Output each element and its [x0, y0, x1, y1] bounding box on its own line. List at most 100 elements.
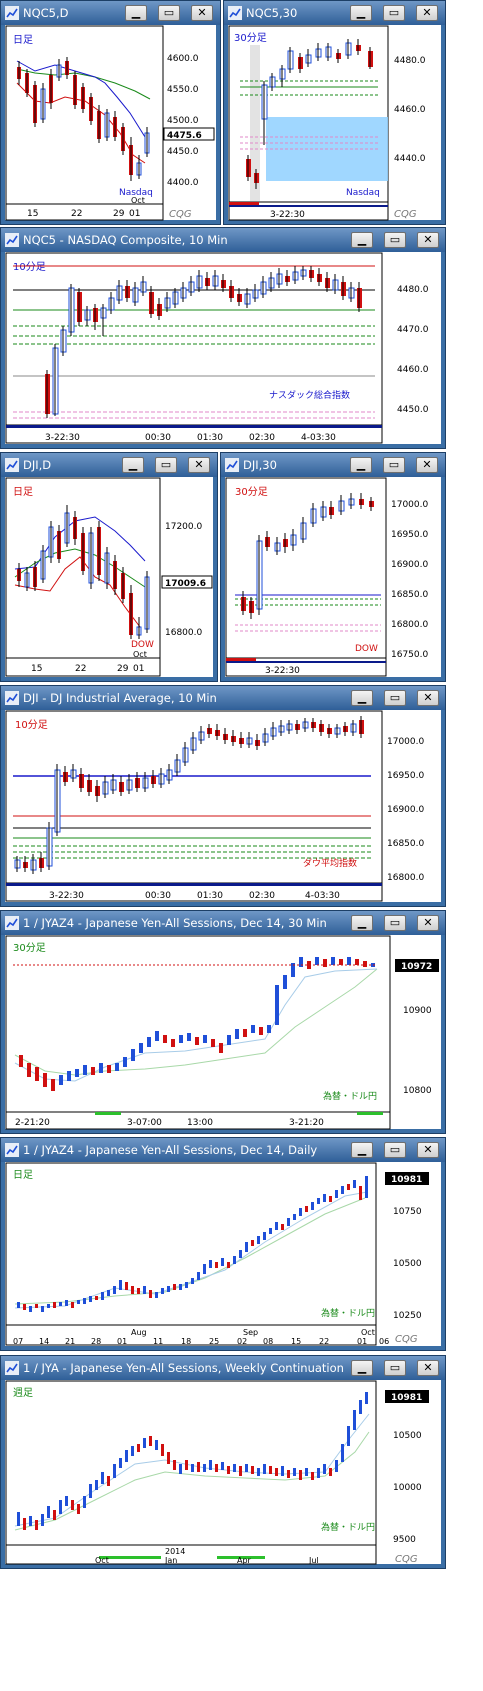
close-button[interactable]: ✕ — [417, 232, 439, 248]
price-chart[interactable]: 10分足 — [5, 252, 443, 446]
restore-button[interactable]: ▭ — [384, 1360, 406, 1376]
minimize-button[interactable]: ▁ — [122, 457, 144, 473]
restore-button[interactable]: ▭ — [384, 915, 406, 931]
price-chart[interactable]: 週足 — [5, 1380, 443, 1566]
close-button[interactable]: ✕ — [417, 1360, 439, 1376]
price-chart[interactable]: 30分足 — [5, 935, 443, 1131]
candles — [17, 1176, 368, 1312]
minimize-button[interactable]: ▁ — [351, 232, 373, 248]
minimize-button[interactable]: ▁ — [351, 915, 373, 931]
time-tick: 15 — [27, 209, 38, 219]
time-tick: 08 — [263, 1337, 273, 1346]
price-chart[interactable]: 10分足 — [5, 710, 443, 904]
restore-button[interactable]: ▭ — [158, 5, 180, 21]
brand-label: DOW — [131, 640, 154, 650]
window-dji-daily[interactable]: DJI,D ▁ ▭ ✕ 日足 — [0, 452, 218, 682]
last-price: 17009.6 — [165, 579, 206, 589]
time-tick: 15 — [291, 1337, 301, 1346]
price-tick: 10900 — [403, 1006, 432, 1016]
title-bar[interactable]: 1 / JYAZ4 - Japanese Yen-All Sessions, D… — [1, 1138, 445, 1162]
time-tick: 22 — [75, 664, 86, 674]
restore-button[interactable]: ▭ — [155, 457, 177, 473]
price-tick: 10250 — [393, 1311, 422, 1321]
close-button[interactable]: ✕ — [417, 1142, 439, 1158]
timeframe-label: 30分足 — [13, 942, 46, 954]
window-jpy-daily[interactable]: 1 / JYAZ4 - Japanese Yen-All Sessions, D… — [0, 1137, 446, 1351]
title-bar[interactable]: 1 / JYAZ4 - Japanese Yen-All Sessions, D… — [1, 911, 445, 935]
cqg-logo: CQG — [394, 209, 417, 220]
close-button[interactable]: ✕ — [416, 457, 438, 473]
candles — [14, 716, 364, 874]
title-bar[interactable]: DJI - DJ Industrial Average, 10 Min ▁ ▭ … — [1, 686, 445, 710]
title-bar[interactable]: NQC5,30 ▁ ▭ ✕ — [224, 1, 445, 25]
minimize-button[interactable]: ▁ — [125, 5, 147, 21]
close-button[interactable]: ✕ — [417, 690, 439, 706]
candles — [17, 505, 150, 639]
last-price: 4475.6 — [167, 131, 202, 141]
chart-window-icon — [5, 691, 19, 705]
price-tick: 16900.0 — [387, 805, 424, 815]
price-chart[interactable]: 日足 — [5, 25, 218, 222]
candles — [246, 39, 373, 189]
price-chart[interactable]: 日足 — [5, 1162, 443, 1348]
title-bar[interactable]: DJI,D ▁ ▭ ✕ — [1, 453, 217, 477]
timeframe-label: 30分足 — [235, 486, 268, 498]
price-tick: 4450.0 — [167, 147, 199, 157]
window-jpy-weekly[interactable]: 1 / JYA - Japanese Yen-All Sessions, Wee… — [0, 1355, 446, 1569]
time-tick: 4-03:30 — [301, 433, 336, 443]
minimize-button[interactable]: ▁ — [351, 690, 373, 706]
candles — [45, 266, 362, 418]
time-tick: 29 — [113, 209, 125, 219]
time-tick: 01 — [357, 1337, 367, 1346]
close-button[interactable]: ✕ — [191, 5, 213, 21]
close-button[interactable]: ✕ — [188, 457, 210, 473]
price-tick: 4550.0 — [167, 85, 199, 95]
minimize-button[interactable]: ▁ — [351, 1142, 373, 1158]
price-chart[interactable]: 30分足 Nasdaq — [228, 25, 443, 222]
timeframe-label: 30分足 — [234, 32, 267, 44]
price-chart[interactable]: 30分足 DOW — [225, 477, 443, 679]
ma-blue — [14, 516, 146, 570]
restore-button[interactable]: ▭ — [384, 690, 406, 706]
cqg-logo: CQG — [169, 209, 192, 220]
brand-label: 為替・ドル円 — [321, 1521, 375, 1533]
time-tick: 15 — [31, 664, 42, 674]
minimize-button[interactable]: ▁ — [350, 457, 372, 473]
restore-button[interactable]: ▭ — [384, 1142, 406, 1158]
minimize-button[interactable]: ▁ — [351, 1360, 373, 1376]
window-nasdaq-10min[interactable]: NQC5 - NASDAQ Composite, 10 Min ▁ ▭ ✕ 10… — [0, 227, 446, 449]
minimize-button[interactable]: ▁ — [350, 5, 372, 21]
close-button[interactable]: ✕ — [417, 915, 439, 931]
candles — [17, 1392, 368, 1530]
restore-button[interactable]: ▭ — [384, 232, 406, 248]
window-title: 1 / JYAZ4 - Japanese Yen-All Sessions, D… — [23, 1143, 318, 1157]
candles — [19, 957, 375, 1091]
window-nqc5-daily[interactable]: NQC5,D ▁ ▭ ✕ 日足 — [0, 0, 221, 225]
window-nqc5-30min[interactable]: NQC5,30 ▁ ▭ ✕ 30分足 — [223, 0, 446, 225]
title-bar[interactable]: DJI,30 ▁ ▭ ✕ — [221, 453, 445, 477]
window-dji-30min[interactable]: DJI,30 ▁ ▭ ✕ 30分足 — [220, 452, 446, 682]
close-button[interactable]: ✕ — [416, 5, 438, 21]
title-bar[interactable]: 1 / JYA - Japanese Yen-All Sessions, Wee… — [1, 1356, 445, 1380]
price-chart[interactable]: 日足 DOW — [5, 477, 215, 679]
title-bar[interactable]: NQC5,D ▁ ▭ ✕ — [1, 1, 220, 25]
time-tick: 21 — [65, 1337, 75, 1346]
price-tick: 16950.0 — [391, 530, 428, 540]
window-title: 1 / JYAZ4 - Japanese Yen-All Sessions, D… — [23, 916, 327, 930]
title-bar[interactable]: NQC5 - NASDAQ Composite, 10 Min ▁ ▭ ✕ — [1, 228, 445, 252]
last-price: 10981 — [391, 1175, 422, 1185]
price-tick: 4460.0 — [397, 365, 429, 375]
price-tick: 16950.0 — [387, 771, 424, 781]
price-tick: 4600.0 — [167, 54, 199, 64]
time-tick: 25 — [209, 1337, 219, 1346]
cqg-logo: CQG — [395, 1554, 418, 1565]
time-tick: 4-03:30 — [305, 891, 340, 901]
window-dji-10min[interactable]: DJI - DJ Industrial Average, 10 Min ▁ ▭ … — [0, 685, 446, 907]
restore-button[interactable]: ▭ — [383, 5, 405, 21]
restore-button[interactable]: ▭ — [383, 457, 405, 473]
window-title: DJI - DJ Industrial Average, 10 Min — [23, 691, 217, 705]
month-tick: Aug — [131, 1328, 147, 1337]
brand-label: 為替・ドル円 — [321, 1307, 375, 1319]
timeframe-label: 日足 — [13, 1169, 33, 1181]
window-jpy-30min[interactable]: 1 / JYAZ4 - Japanese Yen-All Sessions, D… — [0, 910, 446, 1134]
